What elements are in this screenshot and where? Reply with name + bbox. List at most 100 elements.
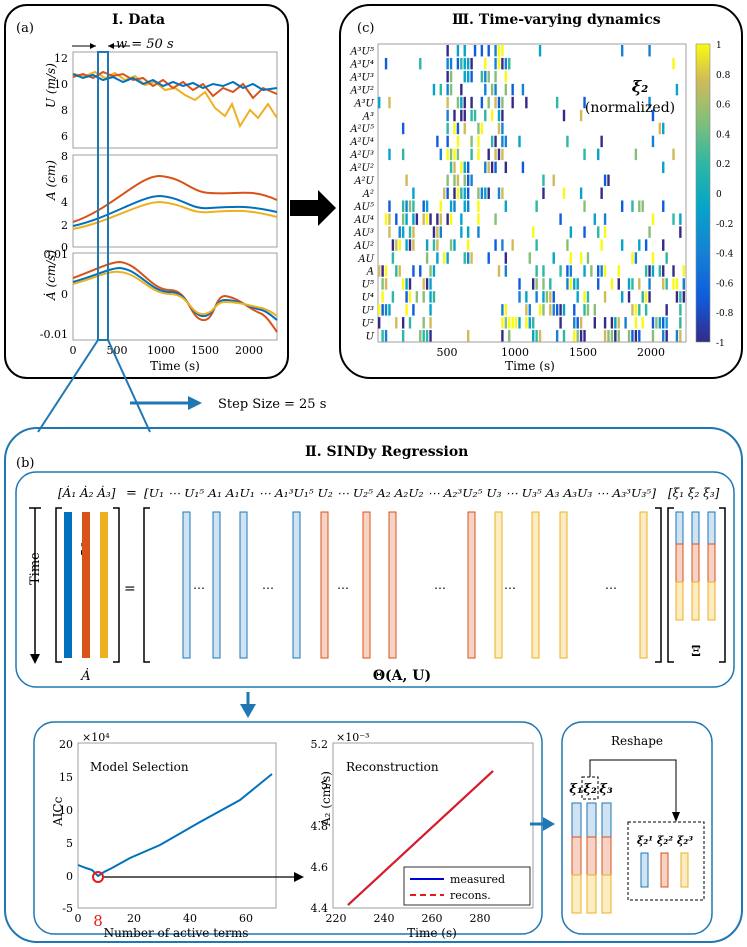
- heatmap-cell: [532, 330, 535, 342]
- heatmap-cell: [460, 83, 463, 96]
- heatmap-cell: [432, 239, 436, 251]
- regression-box: [15, 471, 735, 688]
- heatmap-cell: [562, 109, 566, 122]
- heatmap-cell: [634, 148, 638, 161]
- xi2-label: ξ₂: [632, 77, 648, 96]
- heatmap-cell: [384, 304, 388, 316]
- panel-a-label: (a): [16, 21, 34, 36]
- heatmap-cell: [579, 187, 583, 199]
- heatmap-cell: [597, 148, 600, 161]
- heatmap-cell: [422, 317, 425, 329]
- u-axis-label: U (m/s): [44, 63, 58, 108]
- heatmap-cell: [579, 109, 583, 122]
- model-selection-axes: [77, 742, 277, 909]
- heatmap-cell: [651, 109, 655, 122]
- a-series-3: [72, 200, 278, 230]
- heatmap-cell: [412, 226, 415, 238]
- heatmap-cell: [600, 135, 603, 148]
- heatmap-cell: [603, 291, 607, 303]
- heatmap-cell: [401, 200, 405, 212]
- heatmap-cell: [552, 252, 555, 264]
- heatmap-cell: [501, 187, 504, 199]
- heatmap-cell: [655, 317, 658, 329]
- recons-line: [347, 770, 494, 906]
- heatmap-cell: [511, 96, 514, 109]
- heatmap-cell: [638, 239, 641, 251]
- theta-column: [494, 511, 503, 659]
- panel-b: (b) Ⅱ. SINDy Regression [Ȧ₁ Ȧ₂ Ȧ₃] = [U₁…: [4, 427, 743, 943]
- heatmap-cell: [439, 213, 442, 225]
- recon-tick: 4.8: [311, 820, 329, 833]
- xi-block-u: [707, 511, 716, 545]
- heatmap-cell: [463, 57, 466, 70]
- heatmap-cell: [484, 161, 487, 174]
- heatmap-cell: [593, 213, 596, 225]
- heatmap-row-label: A³U⁵: [349, 46, 374, 57]
- heatmap-cell: [549, 278, 552, 290]
- heatmap-cell: [504, 57, 508, 70]
- heatmap-cell: [617, 265, 620, 277]
- colorbar-tick: 0.6: [716, 101, 731, 111]
- heatmap-cell: [395, 317, 398, 329]
- recon-x-tick: 260: [422, 912, 443, 925]
- heatmap-cell: [501, 96, 504, 109]
- heatmap-cell: [658, 265, 662, 277]
- heatmap-cell: [597, 226, 600, 238]
- heatmap-cell: [648, 45, 651, 57]
- heatmap-cell: [620, 239, 624, 251]
- heatmap-cell: [432, 291, 436, 303]
- heatmap-cell: [446, 57, 449, 70]
- theta-column: [388, 511, 397, 659]
- xi-block-a: [707, 543, 716, 583]
- theta-column: [531, 511, 540, 659]
- heatmap-row-labels: A³U⁵A³U⁴A³U³A³U²A³UA³A²U⁵A²U⁴A²U³A²U²A²U…: [349, 46, 374, 342]
- xi-block-u: [691, 511, 700, 545]
- heatmap-cell: [497, 122, 501, 135]
- panel-c-title: Ⅲ. Time-varying dynamics: [452, 12, 661, 28]
- heatmap-cell: [395, 265, 398, 277]
- heatmap-cell: [583, 200, 586, 212]
- heatmap-cell: [401, 148, 405, 161]
- heatmap-row-label: U³: [362, 306, 374, 317]
- window-arrowhead-right: [108, 43, 114, 49]
- heatmap-row-label: AU²: [353, 241, 374, 252]
- aicc-tick: -5: [62, 902, 73, 915]
- legend-measured: measured: [450, 873, 505, 886]
- heatmap-cell: [470, 135, 473, 148]
- heatmap-cell: [555, 330, 559, 342]
- adot1-column: [64, 512, 72, 658]
- theta-ellipsis: ⋯: [434, 581, 446, 595]
- heatmap-cell: [679, 213, 682, 225]
- heatmap-cell: [576, 291, 579, 303]
- heatmap-row-label: AU⁵: [353, 202, 374, 213]
- heatmap-cell: [388, 96, 391, 109]
- heatmap-cell: [449, 239, 453, 251]
- heatmap-row-label: AU: [357, 254, 374, 265]
- recon-tick: 4.6: [311, 861, 329, 874]
- heatmap-cell: [672, 148, 675, 161]
- heatmap-cell: [508, 317, 511, 329]
- rhs-header: [U₁ ⋯ U₁⁵ A₁ A₁U₁ ⋯ A₁³U₁⁵ U₂ ⋯ U₂⁵ A₂ A…: [144, 487, 657, 500]
- heatmap-cell: [648, 265, 651, 277]
- heatmap-row-label: A³U²: [349, 85, 374, 96]
- heatmap-cell: [638, 330, 641, 342]
- reshape-block-au: [601, 874, 612, 914]
- theta-ellipsis: ⋯: [193, 581, 205, 595]
- heatmap-cell: [508, 330, 511, 342]
- colorbar-tick: -0.6: [716, 279, 734, 289]
- heatmap-cell: [395, 213, 398, 225]
- xi-block-a: [675, 543, 684, 583]
- heatmap-cell: [429, 317, 432, 329]
- reshape-block-a: [586, 836, 597, 876]
- heatmap-row-label: U: [366, 332, 375, 343]
- theta-column: [320, 511, 329, 659]
- heatmap-row-label: U²: [362, 319, 374, 330]
- heatmap-cell: [504, 200, 508, 212]
- heatmap-cell: [566, 265, 569, 277]
- heatmap-cell: [490, 135, 494, 148]
- heatmap-cell: [484, 70, 487, 83]
- heatmap-cell: [463, 200, 466, 212]
- heatmap-cell: [662, 161, 665, 174]
- a-tick: 4: [61, 196, 68, 209]
- c-x-tick: 1000: [501, 346, 529, 359]
